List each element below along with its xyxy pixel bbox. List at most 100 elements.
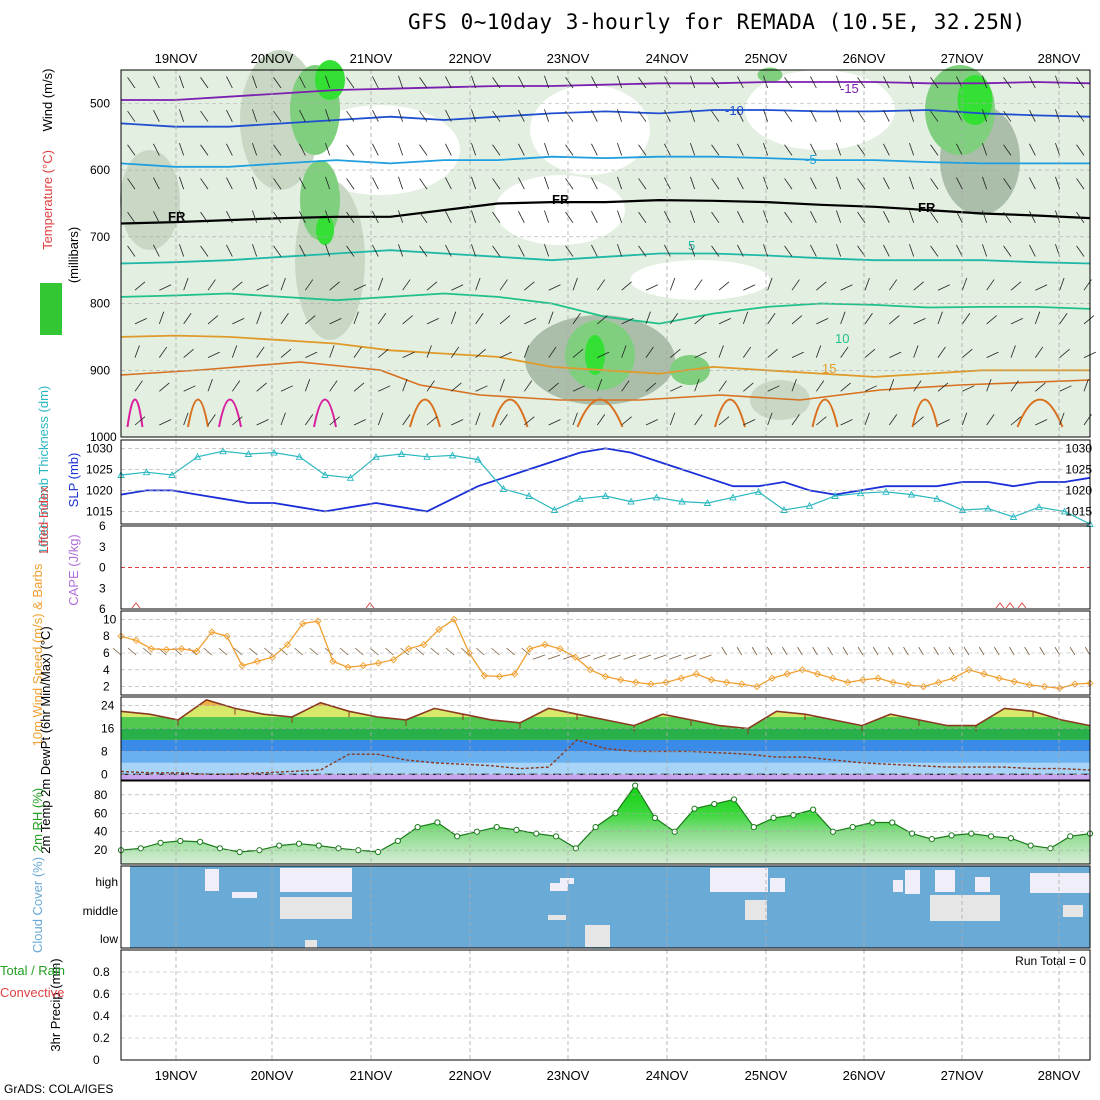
wind-barb [346,178,355,190]
wind-barb [426,345,432,358]
frame-precip [120,949,1091,1061]
wind-barb [565,144,574,156]
wind10m-marker [344,663,352,671]
thickness-marker [168,471,176,478]
wind-barb [930,245,939,257]
thickness-marker [142,468,151,476]
rh-marker [988,833,995,840]
thickness-marker [525,492,533,499]
wind10m-marker [1040,682,1049,691]
wind-barb [664,244,671,257]
wind-barb [986,279,995,291]
wind-barb [986,378,992,392]
wind10m-barb [203,647,213,656]
wind-barb [737,109,744,122]
wind10m-barb [593,654,606,660]
wind-barb [252,244,258,257]
wind-barb [1055,176,1061,190]
wind-barb [159,419,172,426]
wind-barb [256,346,265,358]
wind-barb [1003,77,1012,89]
wind-barb [471,176,477,190]
date-top-22NOV: 22NOV [449,51,492,66]
rh-line [120,784,1091,853]
rh-ytick-40: 40 [94,825,108,839]
wind-barb [252,210,258,223]
rh-marker [335,845,342,852]
thickness-marker [652,493,661,501]
contour-label-10: 10 [835,331,849,346]
wind-barb [475,277,481,291]
wind-barb [305,315,316,325]
slp-ytick-left-1015: 1015 [86,504,113,518]
wind-barb [273,110,282,122]
wind-barb [280,313,289,325]
warm-arc-2 [313,398,337,428]
wind-barb [694,378,700,392]
rh-marker [394,837,401,845]
wind-barb [937,311,943,325]
wind-barb [451,284,464,291]
thickness-marker [423,452,431,460]
wind-barb [961,412,968,426]
wind-barb [737,211,744,223]
wind10m-marker [526,645,534,653]
wind-barb [325,142,331,156]
wind-barb [767,412,773,426]
wind-barb [597,279,606,291]
wind-barb [956,211,963,223]
wind-barb [930,77,939,89]
wind-barb [153,143,160,156]
wind-barb [377,412,384,426]
wind-barb [816,416,827,426]
slp-ytick-1030: 1030 [1065,441,1092,455]
wind-barb [426,416,438,426]
rh-marker [513,826,520,833]
thickness-marker [550,506,559,513]
wind10m-barb [623,654,636,660]
wind-barb [179,109,185,122]
wind10m-marker [541,640,549,649]
wind-barb [645,311,651,325]
cloud-ylabel: Cloud Cover (%) [30,857,45,953]
wind-barb [226,211,233,223]
wind-barb [621,318,634,325]
date-bottom-27NOV: 27NOV [941,1068,984,1083]
wind-barb [226,143,233,156]
cloud-gap-9 [710,868,768,892]
upper-ytick-600: 600 [90,163,110,177]
wind-barb [179,176,185,190]
wind10m-barb [532,654,546,660]
wind-ytick-6: 6 [103,646,110,660]
contour-label-5: 5 [688,238,695,253]
wind-barb [492,211,501,224]
wind-barb [252,142,258,156]
date-top-21NOV: 21NOV [350,51,393,66]
wind-barb [1059,348,1070,358]
wind10m-marker [374,659,383,667]
wind10m-marker [828,674,837,682]
date-top-25NOV: 25NOV [745,51,788,66]
thickness-marker [1035,503,1043,511]
rh-marker [968,830,975,837]
wind10m-barb [827,646,833,656]
wind-barb [353,284,366,291]
wind-barb [982,210,988,223]
wind10m-barb [491,647,500,656]
wind-barb [645,284,658,291]
wind-barb [445,211,452,223]
wind10m-marker [950,674,958,682]
rh-marker [493,824,500,831]
wind10m-barb [460,647,470,656]
wind10m-marker [435,625,443,634]
wind-barb [325,210,331,223]
wind10m-barb [668,654,682,660]
wind-barb [207,378,213,392]
rh-marker [434,819,441,826]
rh-marker [711,800,718,808]
wind10m-barb [903,646,909,656]
wind-barb [711,178,720,190]
wind-barb [638,178,647,190]
wind-barb [909,109,915,122]
wind-barb [426,281,438,291]
